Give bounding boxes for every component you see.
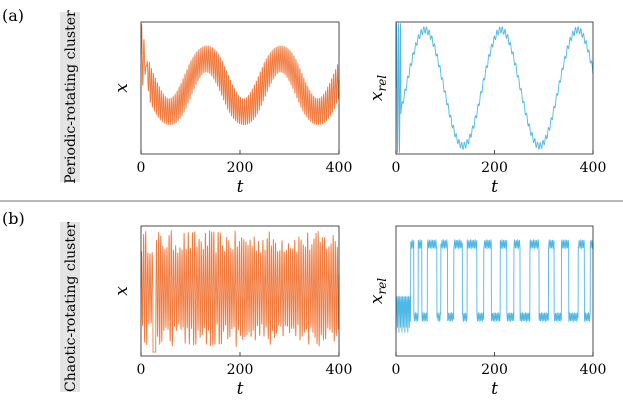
row-label-b-text: Chaotic-rotating cluster xyxy=(63,222,79,392)
xtick-label-b-x-400: 400 xyxy=(326,362,353,378)
axes-frame-a-xrel xyxy=(395,21,594,155)
xlabel-b-x: t xyxy=(237,379,244,399)
ylabel-sub-b-xrel: rel xyxy=(375,278,389,295)
row-label-a-text: Periodic-rotating cluster xyxy=(63,10,79,184)
xtick-label-b-x-0: 0 xyxy=(137,362,146,378)
xtick-label-a-xrel-400: 400 xyxy=(580,160,607,176)
series-line-b-xrel xyxy=(395,238,594,333)
plot-b-xrel: 0 200 400 t xrel xyxy=(367,225,607,399)
xlabel-b-xrel: t xyxy=(491,379,498,399)
plot-a-xrel: 0 200 400 t xrel xyxy=(367,21,607,197)
xlabel-a-x: t xyxy=(237,177,244,197)
xtick-label-b-xrel-200: 200 xyxy=(481,362,508,378)
xtick-label-a-x-0: 0 xyxy=(137,160,146,176)
plot-b-x: 0 200 400 t x xyxy=(112,225,353,399)
row-label-b: Chaotic-rotating cluster xyxy=(60,222,80,392)
axes-frame-b-xrel xyxy=(395,225,594,357)
ylabel-a-xrel: xrel xyxy=(367,75,389,101)
xlabel-a-xrel: t xyxy=(491,177,498,197)
xtick-label-b-xrel-400: 400 xyxy=(580,362,607,378)
ylabel-b-x: x xyxy=(112,286,132,296)
series-line-a-x xyxy=(140,24,340,126)
series-line-a-xrel xyxy=(395,23,594,153)
row-label-a: Periodic-rotating cluster xyxy=(60,10,80,184)
xtick-label-a-xrel-200: 200 xyxy=(481,160,508,176)
xtick-label-a-xrel-0: 0 xyxy=(392,160,401,176)
series-line-b-x xyxy=(140,230,340,353)
panel-letter-b: (b) xyxy=(2,209,25,228)
xtick-label-b-xrel-0: 0 xyxy=(392,362,401,378)
xtick-label-a-x-400: 400 xyxy=(326,160,353,176)
panel-letter-a: (a) xyxy=(2,6,24,25)
ylabel-a-x: x xyxy=(112,83,132,93)
ylabel-sub-a-xrel: rel xyxy=(375,75,389,92)
axes-frame-a-x xyxy=(140,21,340,155)
xtick-label-a-x-200: 200 xyxy=(227,160,254,176)
ylabel-b-xrel: xrel xyxy=(367,278,389,304)
xtick-label-b-x-200: 200 xyxy=(227,362,254,378)
plot-a-x: 0 200 400 t x xyxy=(112,21,353,197)
